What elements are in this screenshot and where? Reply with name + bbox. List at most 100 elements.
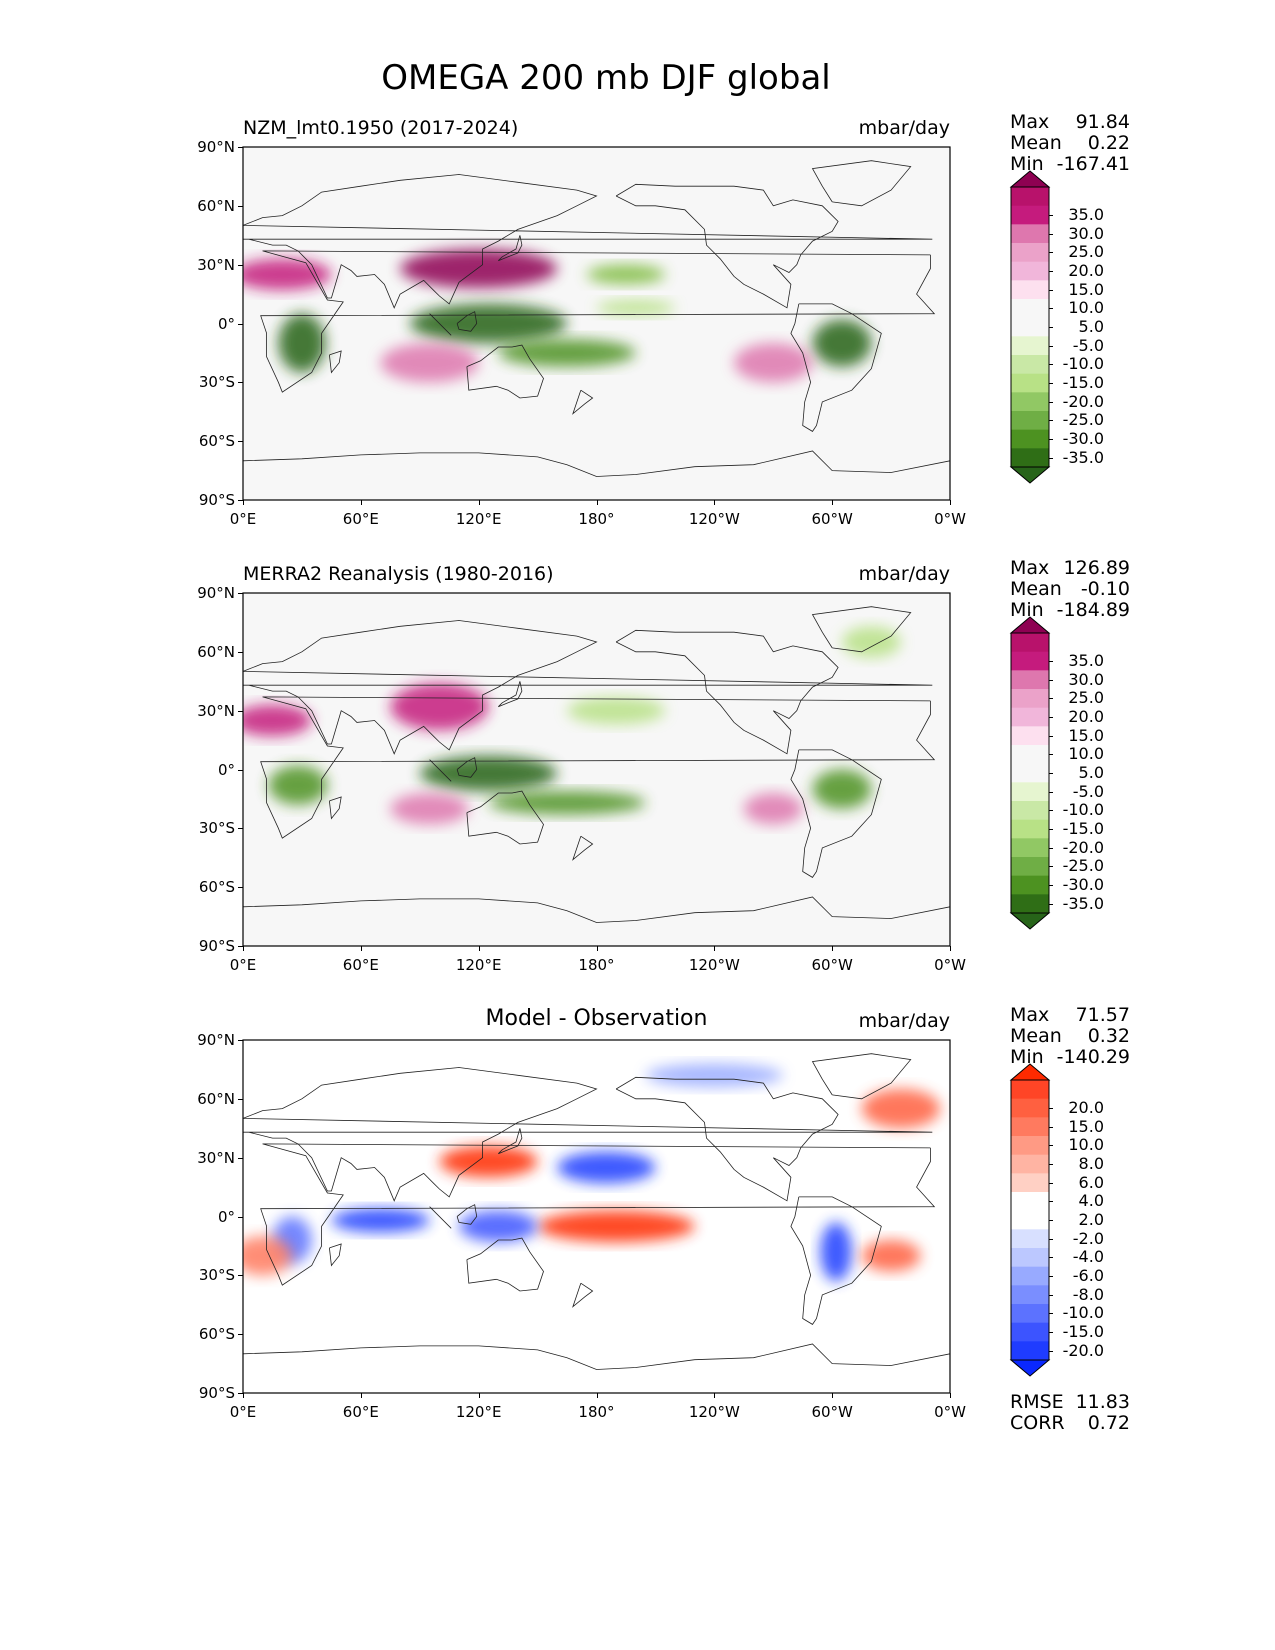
map-plot [242,592,951,947]
colorbar-tick [1049,773,1053,774]
stat-label: Min [1010,153,1044,175]
colorbar-tick [1049,810,1053,812]
colorbar-tick [1049,866,1053,868]
stat-value: 91.84 [1075,111,1130,133]
colorbar-segment [1011,1248,1049,1268]
colorbar-tick [1049,847,1053,849]
coastline [429,759,452,782]
field-anomaly [567,696,666,725]
colorbar-segment [1011,670,1049,690]
x-tick-label: 60°W [811,510,853,528]
colorbar-segment [1011,392,1049,412]
x-tick-mark [832,1393,834,1398]
coastlines [242,160,951,477]
metric-label: RMSE [1010,1391,1064,1413]
x-tick-mark [950,1393,951,1398]
colorbar-tick [1049,791,1053,793]
y-tick-mark [238,147,243,148]
colorbar-tick [1049,1201,1053,1203]
field-anomaly [390,683,489,731]
stat-row: Max 126.89 [1010,557,1130,579]
colorbar-label: -2.0 [1072,1228,1104,1248]
colorbar-tick [1049,271,1053,272]
colorbar-segment [1011,763,1049,783]
colorbar-label: -35.0 [1062,447,1104,467]
x-tick-label: 0°E [229,1403,257,1421]
coastline [615,183,839,309]
coastline [329,796,342,820]
x-tick-label: 0°W [934,956,966,974]
y-tick-mark [238,1334,243,1336]
field-anomaly [645,1063,784,1088]
coastline [466,790,544,845]
y-tick-label: 0° [217,1207,235,1226]
colorbar-tick [1049,252,1053,254]
field-anomaly [820,1222,852,1282]
colorbar-tick [1049,308,1053,310]
field-anomaly [268,765,328,805]
map-background [243,593,950,946]
colorbar-segment [1011,875,1049,895]
coastline [498,235,523,262]
colorbar-label: 15.0 [1068,279,1104,299]
colorbar-label: -4.0 [1072,1247,1104,1267]
colorbar-label: -30.0 [1062,875,1104,894]
stat-row: Min -167.41 [1010,153,1130,175]
colorbar-segment [1011,317,1049,337]
colorbar-label: 10.0 [1068,298,1104,318]
colorbar-extend-max [1009,1063,1051,1081]
colorbar-segment [1011,1210,1049,1230]
colorbar-segment [1011,1304,1049,1324]
colorbar-tick [1049,829,1053,830]
colorbar-tick [1049,903,1053,905]
colorbar-tick [1049,1350,1053,1352]
coastline [456,757,478,778]
x-tick-mark [360,500,362,505]
coastline [242,1067,933,1202]
coastline [456,1204,478,1225]
colorbar-label: 10.0 [1068,1135,1104,1155]
colorbar-extend-min [1009,466,1051,484]
x-tick-mark [596,1393,598,1398]
y-tick-label: 60°N [197,1089,235,1108]
field-anomaly [380,343,479,383]
colorbar-segment [1011,633,1049,653]
coastline [242,450,951,477]
x-tick-mark [714,500,716,505]
field-anomaly [459,1210,538,1242]
colorbar-tick [1049,457,1053,459]
stat-value: 71.57 [1075,1004,1130,1026]
colorbar-segment [1011,782,1049,802]
colorbar-tick [1049,420,1053,422]
y-tick-label: 30°N [197,701,235,720]
metric-value: 0.72 [1087,1412,1130,1434]
colorbar-segment [1011,373,1049,393]
colorbar-tick [1049,1220,1053,1221]
x-tick-label: 120°E [455,510,502,528]
coastline [615,1076,839,1202]
colorbar-label: -25.0 [1062,856,1104,876]
colorbar-segment [1011,651,1049,671]
y-tick-mark [238,264,243,266]
y-tick-label: 60°N [197,642,235,661]
colorbar-tick [1049,1238,1053,1240]
colorbar-extend-max [1009,170,1051,188]
colorbar-tick [1049,1332,1053,1333]
coastline [615,629,839,755]
field-anomaly [743,793,803,825]
colorbar-tick [1049,327,1053,328]
x-tick-mark [832,500,834,505]
colorbar-tick [1049,1257,1053,1259]
x-tick-label: 120°E [455,1403,502,1421]
coastline [329,350,342,374]
colorbar-label: 30.0 [1068,669,1104,689]
colorbar-label: -20.0 [1062,837,1104,857]
colorbar-label: 20.0 [1068,707,1104,726]
colorbar-segment [1011,1080,1049,1100]
y-tick-label: 30°N [197,255,235,274]
x-tick-mark [360,946,362,951]
y-tick-label: 60°S [198,878,235,897]
y-tick-label: 0° [217,760,235,779]
field-anomaly [243,258,332,291]
colorbar-tick [1049,661,1053,662]
